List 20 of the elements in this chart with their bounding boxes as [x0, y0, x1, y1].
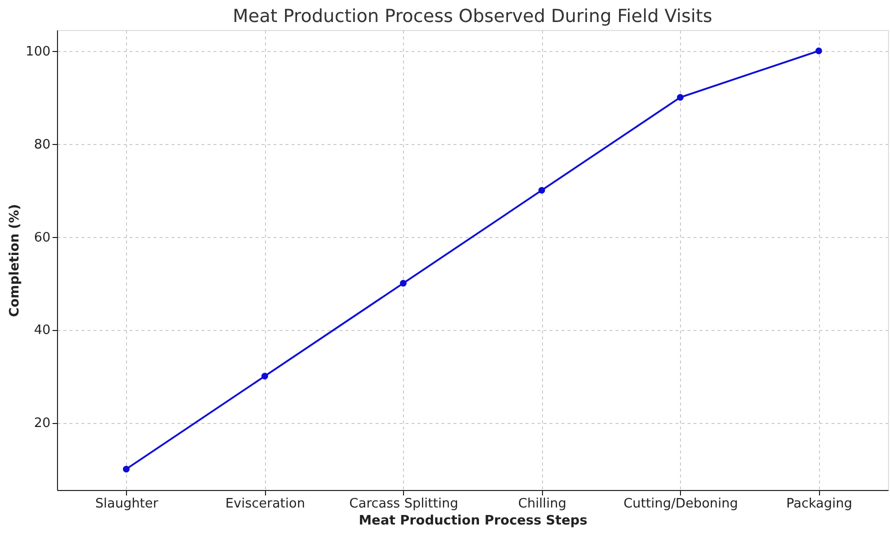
- x-tick-label: Cutting/Deboning: [623, 496, 738, 512]
- x-tick-label: Evisceration: [225, 496, 306, 512]
- x-axis-title: Meat Production Process Steps: [358, 514, 588, 528]
- point: [676, 94, 684, 101]
- point: [400, 280, 407, 287]
- point: [815, 48, 822, 54]
- point: [122, 466, 130, 472]
- y-tick-label: 60: [34, 230, 50, 246]
- y-tick-label: 80: [34, 137, 50, 152]
- x-tick-label: Packaging: [786, 496, 852, 512]
- point: [261, 372, 268, 380]
- chart-title: Meat Production Process Observed During Field Visits: [232, 6, 712, 27]
- y-tick-label: 40: [34, 323, 50, 338]
- x-tick-label: Slaughter: [95, 496, 159, 512]
- point: [538, 186, 546, 194]
- x-tick-label: Chilling: [518, 496, 566, 512]
- x-tick-label: Carcass Splitting: [349, 496, 458, 512]
- y-tick-label: 100: [26, 44, 50, 60]
- y-tick-label: 20: [34, 416, 50, 432]
- y-axis-title: Completion (%): [8, 204, 23, 317]
